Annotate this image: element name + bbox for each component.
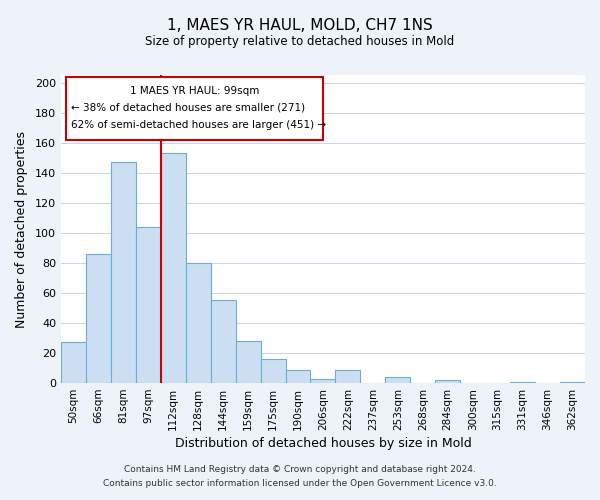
Bar	[286, 370, 310, 383]
Bar	[161, 153, 186, 383]
Bar	[260, 359, 286, 383]
Text: 1 MAES YR HAUL: 99sqm: 1 MAES YR HAUL: 99sqm	[130, 86, 259, 96]
Bar	[61, 342, 86, 383]
Text: Size of property relative to detached houses in Mold: Size of property relative to detached ho…	[145, 35, 455, 48]
Bar	[335, 370, 361, 383]
FancyBboxPatch shape	[66, 76, 323, 140]
Bar	[111, 162, 136, 383]
Bar	[236, 341, 260, 383]
X-axis label: Distribution of detached houses by size in Mold: Distribution of detached houses by size …	[175, 437, 472, 450]
Bar	[211, 300, 236, 383]
Bar	[310, 378, 335, 383]
Y-axis label: Number of detached properties: Number of detached properties	[15, 130, 28, 328]
Text: Contains HM Land Registry data © Crown copyright and database right 2024.
Contai: Contains HM Land Registry data © Crown c…	[103, 466, 497, 487]
Text: 62% of semi-detached houses are larger (451) →: 62% of semi-detached houses are larger (…	[71, 120, 326, 130]
Bar	[86, 254, 111, 383]
Bar	[385, 377, 410, 383]
Bar	[435, 380, 460, 383]
Bar	[136, 227, 161, 383]
Bar	[560, 382, 585, 383]
Text: 1, MAES YR HAUL, MOLD, CH7 1NS: 1, MAES YR HAUL, MOLD, CH7 1NS	[167, 18, 433, 32]
Bar	[510, 382, 535, 383]
Text: ← 38% of detached houses are smaller (271): ← 38% of detached houses are smaller (27…	[71, 102, 305, 113]
Bar	[186, 263, 211, 383]
